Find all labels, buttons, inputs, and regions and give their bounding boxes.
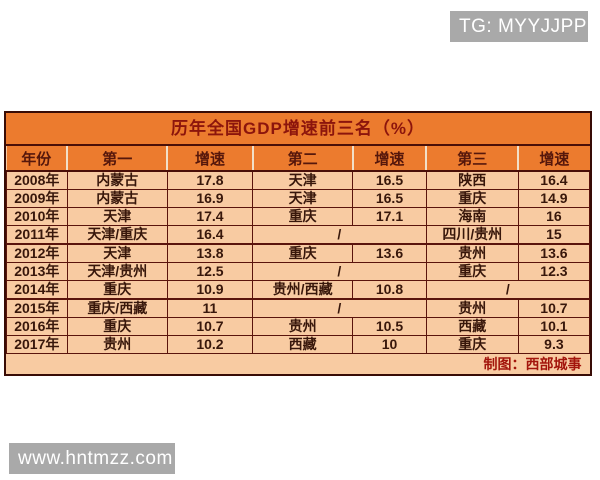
table-title: 历年全国GDP增速前三名（%） (6, 113, 590, 146)
rate-cell: 10.8 (352, 280, 427, 300)
merged-slash-cell: / (252, 298, 427, 318)
rate-cell: 16.9 (166, 189, 254, 208)
rate-cell: 13.6 (517, 243, 591, 263)
province-cell: 海南 (425, 207, 519, 226)
province-cell: 天津 (66, 207, 168, 226)
column-header-second: 第二 (251, 146, 353, 172)
province-cell: 内蒙古 (66, 189, 168, 208)
rate-cell: 13.6 (352, 243, 427, 263)
rate-cell: 17.1 (352, 207, 427, 226)
rate-cell: 14.9 (517, 189, 591, 208)
rate-cell: 10.2 (166, 335, 254, 354)
rate-cell: 10.9 (166, 280, 254, 300)
province-cell: 贵州/西藏 (251, 280, 354, 300)
column-header-rate3: 增速 (517, 146, 590, 172)
table-credit: 制图：西部城事 (6, 353, 590, 374)
watermark-bottom: www.hntmzz.com (9, 443, 175, 474)
rate-cell: 16.4 (166, 225, 254, 245)
rate-cell: 15 (517, 225, 591, 245)
table-row-2011: 2011年 天津/重庆 16.4 / 四川/贵州 15 (6, 225, 591, 245)
rate-cell: 10.1 (517, 317, 591, 336)
province-cell: 重庆 (66, 317, 168, 336)
merged-slash-cell: / (252, 225, 427, 245)
province-cell: 西藏 (251, 335, 354, 354)
year-cell: 2012年 (6, 243, 68, 263)
rate-cell: 17.8 (166, 170, 254, 190)
year-cell: 2013年 (6, 262, 68, 281)
column-header-rate2: 增速 (351, 146, 427, 172)
province-cell: 重庆/西藏 (66, 298, 168, 318)
rate-cell: 10.7 (517, 298, 591, 318)
province-cell: 西藏 (425, 317, 519, 336)
year-cell: 2010年 (6, 207, 68, 226)
table-row-2008: 2008年 内蒙古 17.8 天津 16.5 陕西 16.4 (6, 170, 591, 190)
year-cell: 2011年 (6, 225, 68, 245)
year-cell: 2009年 (6, 189, 68, 208)
year-cell: 2016年 (6, 317, 68, 336)
rate-cell: 16 (517, 207, 591, 226)
table-row-2013: 2013年 天津/贵州 12.5 / 重庆 12.3 (6, 262, 591, 281)
rate-cell: 12.3 (517, 262, 591, 281)
table-row-2009: 2009年 内蒙古 16.9 天津 16.5 重庆 14.9 (6, 189, 591, 208)
table-row-2017: 2017年 贵州 10.2 西藏 10 重庆 9.3 (6, 335, 591, 354)
province-cell: 陕西 (425, 170, 519, 190)
province-cell: 贵州 (425, 243, 519, 263)
table-row-2016: 2016年 重庆 10.7 贵州 10.5 西藏 10.1 (6, 317, 591, 336)
province-cell: 天津 (251, 189, 354, 208)
header-row: 年份 第一 增速 第二 增速 第三 增速 (6, 146, 590, 172)
province-cell: 重庆 (251, 243, 354, 263)
province-cell: 天津 (66, 243, 168, 263)
column-header-year: 年份 (6, 146, 68, 172)
footer-row: 制图：西部城事 (6, 353, 590, 374)
year-cell: 2008年 (6, 170, 68, 190)
rate-cell: 13.8 (166, 243, 254, 263)
column-header-first: 第一 (66, 146, 168, 172)
rate-cell: 16.5 (352, 189, 427, 208)
gdp-top3-table: 历年全国GDP增速前三名（%） 年份 第一 增速 第二 增速 第三 增速 (4, 111, 592, 376)
province-cell: 重庆 (425, 335, 519, 354)
year-cell: 2014年 (6, 280, 68, 300)
rate-cell: 11 (166, 298, 254, 318)
province-cell: 天津/重庆 (66, 225, 168, 245)
table-row-2015: 2015年 重庆/西藏 11 / 贵州 10.7 (6, 298, 591, 318)
province-cell: 贵州 (66, 335, 168, 354)
column-header-third: 第三 (425, 146, 519, 172)
year-cell: 2015年 (6, 298, 68, 318)
province-cell: 天津/贵州 (66, 262, 168, 281)
province-cell: 贵州 (425, 298, 519, 318)
rate-cell: 16.4 (517, 170, 591, 190)
province-cell: 内蒙古 (66, 170, 168, 190)
year-cell: 2017年 (6, 335, 68, 354)
table-row-2010: 2010年 天津 17.4 重庆 17.1 海南 16 (6, 207, 591, 226)
rate-cell: 10.7 (166, 317, 254, 336)
rate-cell: 16.5 (352, 170, 427, 190)
rate-cell: 10.5 (352, 317, 427, 336)
rate-cell: 17.4 (166, 207, 254, 226)
rate-cell: 9.3 (517, 335, 591, 354)
province-cell: 贵州 (251, 317, 354, 336)
province-cell: 重庆 (425, 189, 519, 208)
rate-cell: 12.5 (166, 262, 254, 281)
rate-cell: 10 (352, 335, 427, 354)
merged-slash-cell: / (252, 262, 427, 281)
province-cell: 天津 (251, 170, 354, 190)
province-cell: 重庆 (251, 207, 354, 226)
merged-slash-cell: / (425, 280, 591, 300)
province-cell: 重庆 (425, 262, 519, 281)
table-row-2014: 2014年 重庆 10.9 贵州/西藏 10.8 / (6, 280, 591, 300)
table-row-2012: 2012年 天津 13.8 重庆 13.6 贵州 13.6 (6, 243, 591, 263)
watermark-top: TG: MYYJJPP (450, 11, 588, 42)
province-cell: 重庆 (66, 280, 168, 300)
province-cell: 四川/贵州 (425, 225, 519, 245)
column-header-rate1: 增速 (166, 146, 253, 172)
data-table: 年份 第一 增速 第二 增速 第三 增速 2008年 内蒙古 17.8 天津 1… (6, 146, 591, 374)
